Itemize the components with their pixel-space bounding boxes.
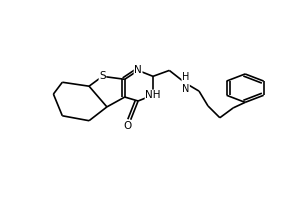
Text: O: O bbox=[123, 121, 131, 131]
Text: H
N: H N bbox=[182, 72, 189, 94]
Text: N: N bbox=[134, 65, 142, 75]
Text: NH: NH bbox=[145, 90, 161, 100]
Text: S: S bbox=[99, 71, 106, 81]
